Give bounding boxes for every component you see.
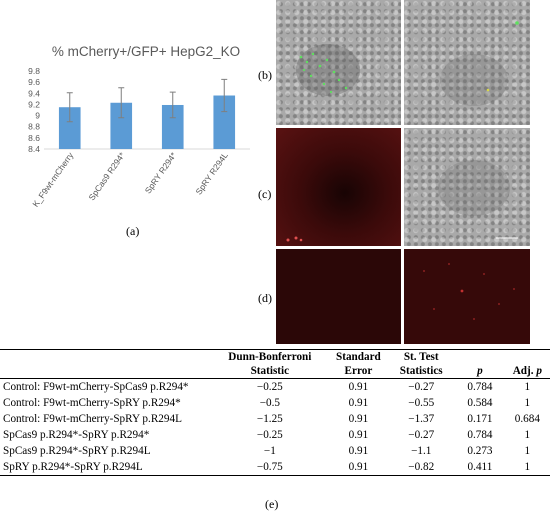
panel-label-c: (c) bbox=[258, 187, 272, 201]
mcherry-speckles bbox=[423, 263, 515, 320]
cell-se: 0.91 bbox=[348, 445, 369, 457]
cell-se: 0.91 bbox=[348, 461, 369, 473]
bar bbox=[58, 107, 81, 149]
cell-adj: 1 bbox=[524, 397, 531, 409]
x-tick-label: SpRY R294L bbox=[193, 150, 230, 196]
table-header-row: Dunn-Bonferroni Statistic Standard Error… bbox=[0, 349, 550, 379]
cell-adj: 1 bbox=[524, 381, 531, 393]
header-se: Standard Error bbox=[336, 351, 381, 377]
y-tick-label: 9.4 bbox=[28, 88, 40, 98]
x-tick-label: K_F9wt-mCherry bbox=[30, 150, 75, 209]
cell-st: −0.82 bbox=[408, 461, 435, 473]
cell-dunn: −0.75 bbox=[256, 461, 283, 473]
cell-se: 0.91 bbox=[348, 429, 369, 441]
panel-label-d: (d) bbox=[258, 291, 272, 305]
cell-adj: 1 bbox=[524, 445, 531, 457]
cell-se: 0.91 bbox=[348, 397, 369, 409]
cell-dunn: −0.25 bbox=[256, 381, 283, 393]
gfp-cells-overlay-right bbox=[440, 21, 519, 106]
cell-comparison: SpCas9 p.R294*-SpRY p.R294* bbox=[3, 429, 150, 441]
error-bar bbox=[169, 91, 176, 119]
cell-adj: 1 bbox=[524, 429, 531, 441]
stats-table: Dunn-Bonferroni Statistic Standard Error… bbox=[0, 349, 550, 476]
cell-st: −0.27 bbox=[408, 381, 435, 393]
bars bbox=[58, 78, 236, 149]
y-tick-label: 9.8 bbox=[28, 66, 40, 76]
y-tick-label: 9 bbox=[35, 111, 40, 121]
header-comparison bbox=[0, 350, 210, 379]
cell-st: −1.37 bbox=[408, 413, 435, 425]
micrograph-b-right bbox=[404, 0, 530, 125]
bar-chart: % mCherry+/GFP+ HepG2_KO 8.48.68.899.29.… bbox=[28, 44, 250, 209]
x-tick-label: SpRY R294* bbox=[143, 150, 179, 196]
panel-label-e: (e) bbox=[265, 497, 279, 511]
cell-comparison: SpCas9 p.R294*-SpRY p.R294L bbox=[3, 445, 151, 457]
cell-p: 0.171 bbox=[467, 413, 493, 425]
cell-dunn: −0.25 bbox=[256, 429, 283, 441]
cell-p: 0.784 bbox=[467, 429, 493, 441]
cell-dunn: −1 bbox=[263, 445, 276, 457]
cell-dunn: −1.25 bbox=[256, 413, 283, 425]
gfp-cells-overlay bbox=[296, 44, 360, 96]
bar bbox=[161, 104, 184, 149]
cell-st: −0.27 bbox=[408, 429, 435, 441]
error-bar bbox=[221, 78, 228, 113]
micrograph-c-left bbox=[276, 128, 401, 246]
panel-label-a: (a) bbox=[126, 224, 140, 238]
bar bbox=[213, 95, 236, 149]
cell-comparison: Control: F9wt-mCherry-SpCas9 p.R294* bbox=[3, 381, 189, 393]
y-tick-label: 8.6 bbox=[28, 133, 40, 143]
bar bbox=[110, 102, 133, 149]
cell-adj: 1 bbox=[524, 461, 531, 473]
error-bar bbox=[118, 87, 125, 119]
panel-label-b: (b) bbox=[258, 68, 272, 82]
y-tick-label: 9.6 bbox=[28, 77, 40, 87]
header-adj-p: Adj. p bbox=[505, 350, 550, 379]
x-axis: K_F9wt-mCherry SpCas9 R294* SpRY R294* SpRY… bbox=[30, 150, 230, 209]
cell-comparison: Control: F9wt-mCherry-SpRY p.R294L bbox=[3, 413, 182, 425]
chart-title: % mCherry+/GFP+ HepG2_KO bbox=[52, 44, 240, 59]
cell-p: 0.784 bbox=[467, 381, 493, 393]
cell-se: 0.91 bbox=[348, 413, 369, 425]
y-tick-label: 9.2 bbox=[28, 99, 40, 109]
header-p: p bbox=[477, 365, 483, 377]
table-row: SpCas9 p.R294*-SpRY p.R294* −0.25 0.91 −0.2… bbox=[0, 427, 550, 443]
cell-dunn: −0.5 bbox=[259, 397, 280, 409]
header-dunn: Dunn-Bonferroni Statistic bbox=[228, 351, 312, 377]
cell-cluster-overlay bbox=[438, 160, 518, 239]
table-row: Control: F9wt-mCherry-SpRY p.R294* −0.5 0.… bbox=[0, 395, 550, 411]
micrograph-d-left bbox=[276, 249, 401, 344]
cell-se: 0.91 bbox=[348, 381, 369, 393]
micrograph-c-right bbox=[404, 128, 530, 246]
table-row: Control: F9wt-mCherry-SpCas9 p.R294* −0.2… bbox=[0, 379, 550, 396]
mcherry-signal bbox=[286, 236, 303, 242]
x-tick-label: SpCas9 R294* bbox=[86, 150, 127, 202]
cell-p: 0.411 bbox=[467, 461, 493, 473]
cell-st: −1.1 bbox=[411, 445, 432, 457]
cell-p: 0.584 bbox=[467, 397, 493, 409]
cell-comparison: SpRY p.R294*-SpRY p.R294L bbox=[3, 461, 143, 473]
header-adj-p-text: Adj. p bbox=[512, 365, 542, 377]
cell-p: 0.273 bbox=[467, 445, 493, 457]
cell-comparison: Control: F9wt-mCherry-SpRY p.R294* bbox=[3, 397, 181, 409]
cell-adj: 0.684 bbox=[514, 413, 540, 425]
table-row: Control: F9wt-mCherry-SpRY p.R294L −1.25 0… bbox=[0, 411, 550, 427]
cell-st: −0.55 bbox=[408, 397, 435, 409]
table-row: SpCas9 p.R294*-SpRY p.R294L −1 0.91 −1.1 0.2… bbox=[0, 443, 550, 459]
table-body: Control: F9wt-mCherry-SpCas9 p.R294* −0.2… bbox=[0, 379, 550, 476]
micrograph-d-right bbox=[404, 249, 530, 344]
error-bar bbox=[66, 92, 73, 123]
y-tick-label: 8.4 bbox=[28, 144, 40, 154]
header-st: St. Test Statistics bbox=[399, 351, 443, 377]
table-row: SpRY p.R294*-SpRY p.R294L −0.75 0.91 −0.82 0… bbox=[0, 459, 550, 476]
y-tick-label: 8.8 bbox=[28, 122, 40, 132]
micrograph-b-left bbox=[276, 0, 401, 125]
